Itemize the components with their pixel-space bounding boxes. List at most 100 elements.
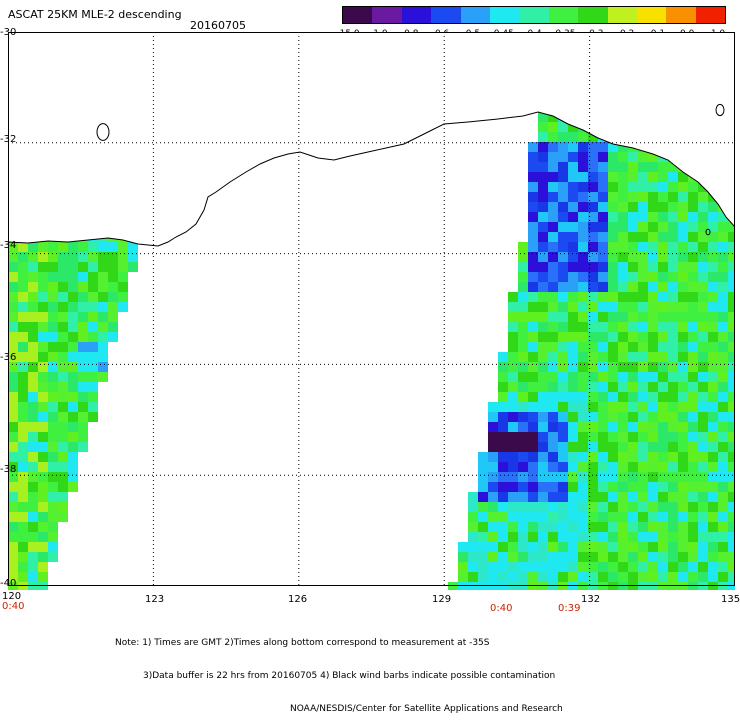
- data-cell: [648, 242, 658, 252]
- data-cell: [558, 412, 568, 422]
- data-cell: [578, 382, 588, 392]
- data-cell: [38, 472, 48, 482]
- data-cell: [648, 502, 658, 512]
- data-cell: [718, 272, 728, 282]
- data-cell: [728, 392, 735, 402]
- data-cell: [698, 292, 708, 302]
- data-cell: [28, 252, 38, 262]
- data-cell: [698, 552, 708, 562]
- data-cell: [608, 282, 618, 292]
- data-cell: [638, 412, 648, 422]
- data-cell: [578, 212, 588, 222]
- data-cell: [648, 342, 658, 352]
- data-cell: [658, 292, 668, 302]
- data-cell: [668, 552, 678, 562]
- data-cell: [588, 212, 598, 222]
- data-cell: [528, 502, 538, 512]
- data-cell: [528, 442, 538, 452]
- data-cell: [658, 502, 668, 512]
- data-cell: [498, 442, 508, 452]
- data-cell: [48, 462, 58, 472]
- data-cell: [618, 482, 628, 492]
- data-cell: [98, 282, 108, 292]
- data-cell: [628, 362, 638, 372]
- data-cell: [538, 142, 548, 152]
- data-cell: [688, 492, 698, 502]
- data-cell: [638, 192, 648, 202]
- data-cell: [598, 342, 608, 352]
- data-cell: [548, 212, 558, 222]
- data-cell: [568, 212, 578, 222]
- data-cell: [118, 302, 128, 312]
- data-cell: [528, 552, 538, 562]
- data-cell: [698, 202, 708, 212]
- data-cell: [668, 532, 678, 542]
- data-cell: [718, 572, 728, 582]
- data-cell: [88, 382, 98, 392]
- data-cell: [498, 462, 508, 472]
- data-cell: [518, 562, 528, 572]
- data-cell: [718, 232, 728, 242]
- data-cell: [568, 182, 578, 192]
- data-cell: [548, 162, 558, 172]
- data-cell: [558, 522, 568, 532]
- data-cell: [668, 382, 678, 392]
- data-cell: [548, 552, 558, 562]
- data-cell: [708, 422, 718, 432]
- data-cell: [68, 422, 78, 432]
- note-line-3: NOAA/NESDIS/Center for Satellite Applica…: [290, 704, 563, 714]
- data-cell: [728, 312, 735, 322]
- data-cell: [608, 202, 618, 212]
- data-cell: [698, 382, 708, 392]
- data-cell: [28, 432, 38, 442]
- data-cell: [618, 152, 628, 162]
- colorbar-swatch: [666, 7, 696, 23]
- data-cell: [568, 152, 578, 162]
- data-cell: [568, 202, 578, 212]
- data-cell: [668, 232, 678, 242]
- data-cell: [58, 352, 68, 362]
- data-cell: [18, 422, 28, 432]
- data-cell: [48, 412, 58, 422]
- data-cell: [678, 402, 688, 412]
- data-cell: [548, 372, 558, 382]
- island-outline: [705, 228, 711, 236]
- data-cell: [488, 572, 498, 582]
- data-cell: [598, 252, 608, 262]
- data-cell: [678, 172, 688, 182]
- data-cell: [588, 402, 598, 412]
- data-cell: [538, 322, 548, 332]
- data-cell: [68, 392, 78, 402]
- data-cell: [538, 432, 548, 442]
- data-cell: [708, 542, 718, 552]
- data-cell: [558, 532, 568, 542]
- data-cell: [678, 272, 688, 282]
- data-cell: [518, 372, 528, 382]
- data-cell: [708, 282, 718, 292]
- data-cell: [538, 482, 548, 492]
- data-cell: [728, 512, 735, 522]
- data-cell: [588, 242, 598, 252]
- data-cell: [648, 182, 658, 192]
- data-cell: [528, 242, 538, 252]
- data-cell: [708, 482, 718, 492]
- data-cell: [558, 452, 568, 462]
- data-cell: [8, 442, 18, 452]
- data-cell: [548, 112, 558, 122]
- data-cell: [628, 522, 638, 532]
- data-cell: [698, 452, 708, 462]
- data-cell: [28, 422, 38, 432]
- data-cell: [728, 422, 735, 432]
- data-cell: [718, 302, 728, 312]
- data-cell: [698, 212, 708, 222]
- data-cell: [538, 512, 548, 522]
- data-cell: [648, 432, 658, 442]
- data-cell: [608, 222, 618, 232]
- data-cell: [558, 252, 568, 262]
- data-cell: [628, 282, 638, 292]
- data-cell: [728, 342, 735, 352]
- data-cell: [538, 312, 548, 322]
- data-cell: [698, 492, 708, 502]
- data-cell: [48, 262, 58, 272]
- data-cell: [618, 572, 628, 582]
